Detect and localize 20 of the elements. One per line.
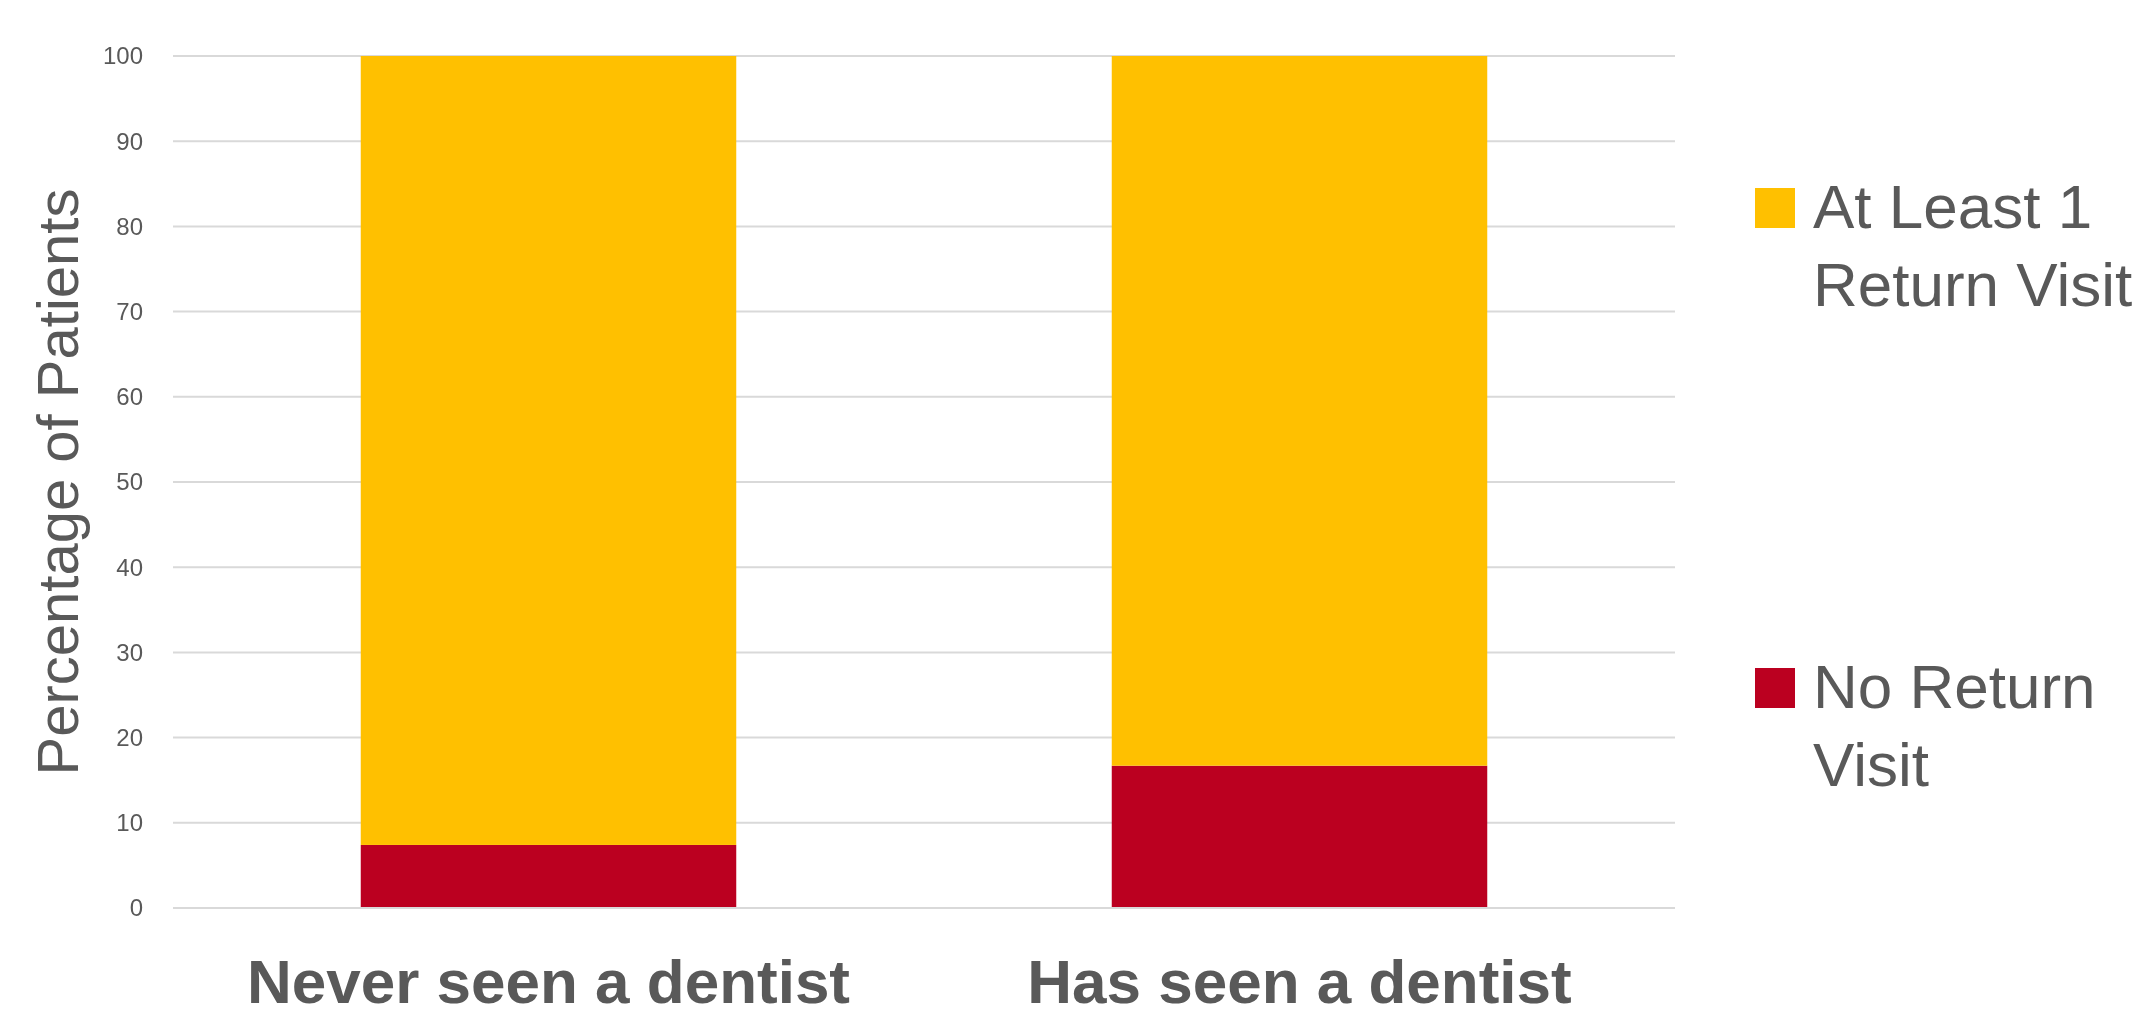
y-tick-label: 20 <box>116 724 143 751</box>
y-tick-label: 100 <box>102 42 143 70</box>
y-tick-label: 80 <box>116 212 143 240</box>
legend-label: At Least 1 Return Visit <box>1813 172 2133 319</box>
bar <box>1111 56 1488 766</box>
y-tick-label: 30 <box>116 638 143 666</box>
y-tick-label: 60 <box>116 383 143 411</box>
y-tick-label: 10 <box>116 809 143 837</box>
y-tick-label: 40 <box>116 553 143 581</box>
y-tick-label: 0 <box>129 894 143 922</box>
y-axis-title: Percentage of Patients <box>25 188 90 776</box>
bar <box>1111 765 1488 908</box>
legend-label: No Return Visit <box>1813 652 2096 799</box>
bar <box>360 844 737 908</box>
bar <box>360 56 737 845</box>
y-tick-label: 50 <box>116 468 143 496</box>
x-tick-label: Has seen a dentist <box>1027 947 1572 1016</box>
x-tick-label: Never seen a dentist <box>246 947 851 1016</box>
y-tick-label: 70 <box>116 298 143 325</box>
y-tick-label: 90 <box>116 127 143 155</box>
